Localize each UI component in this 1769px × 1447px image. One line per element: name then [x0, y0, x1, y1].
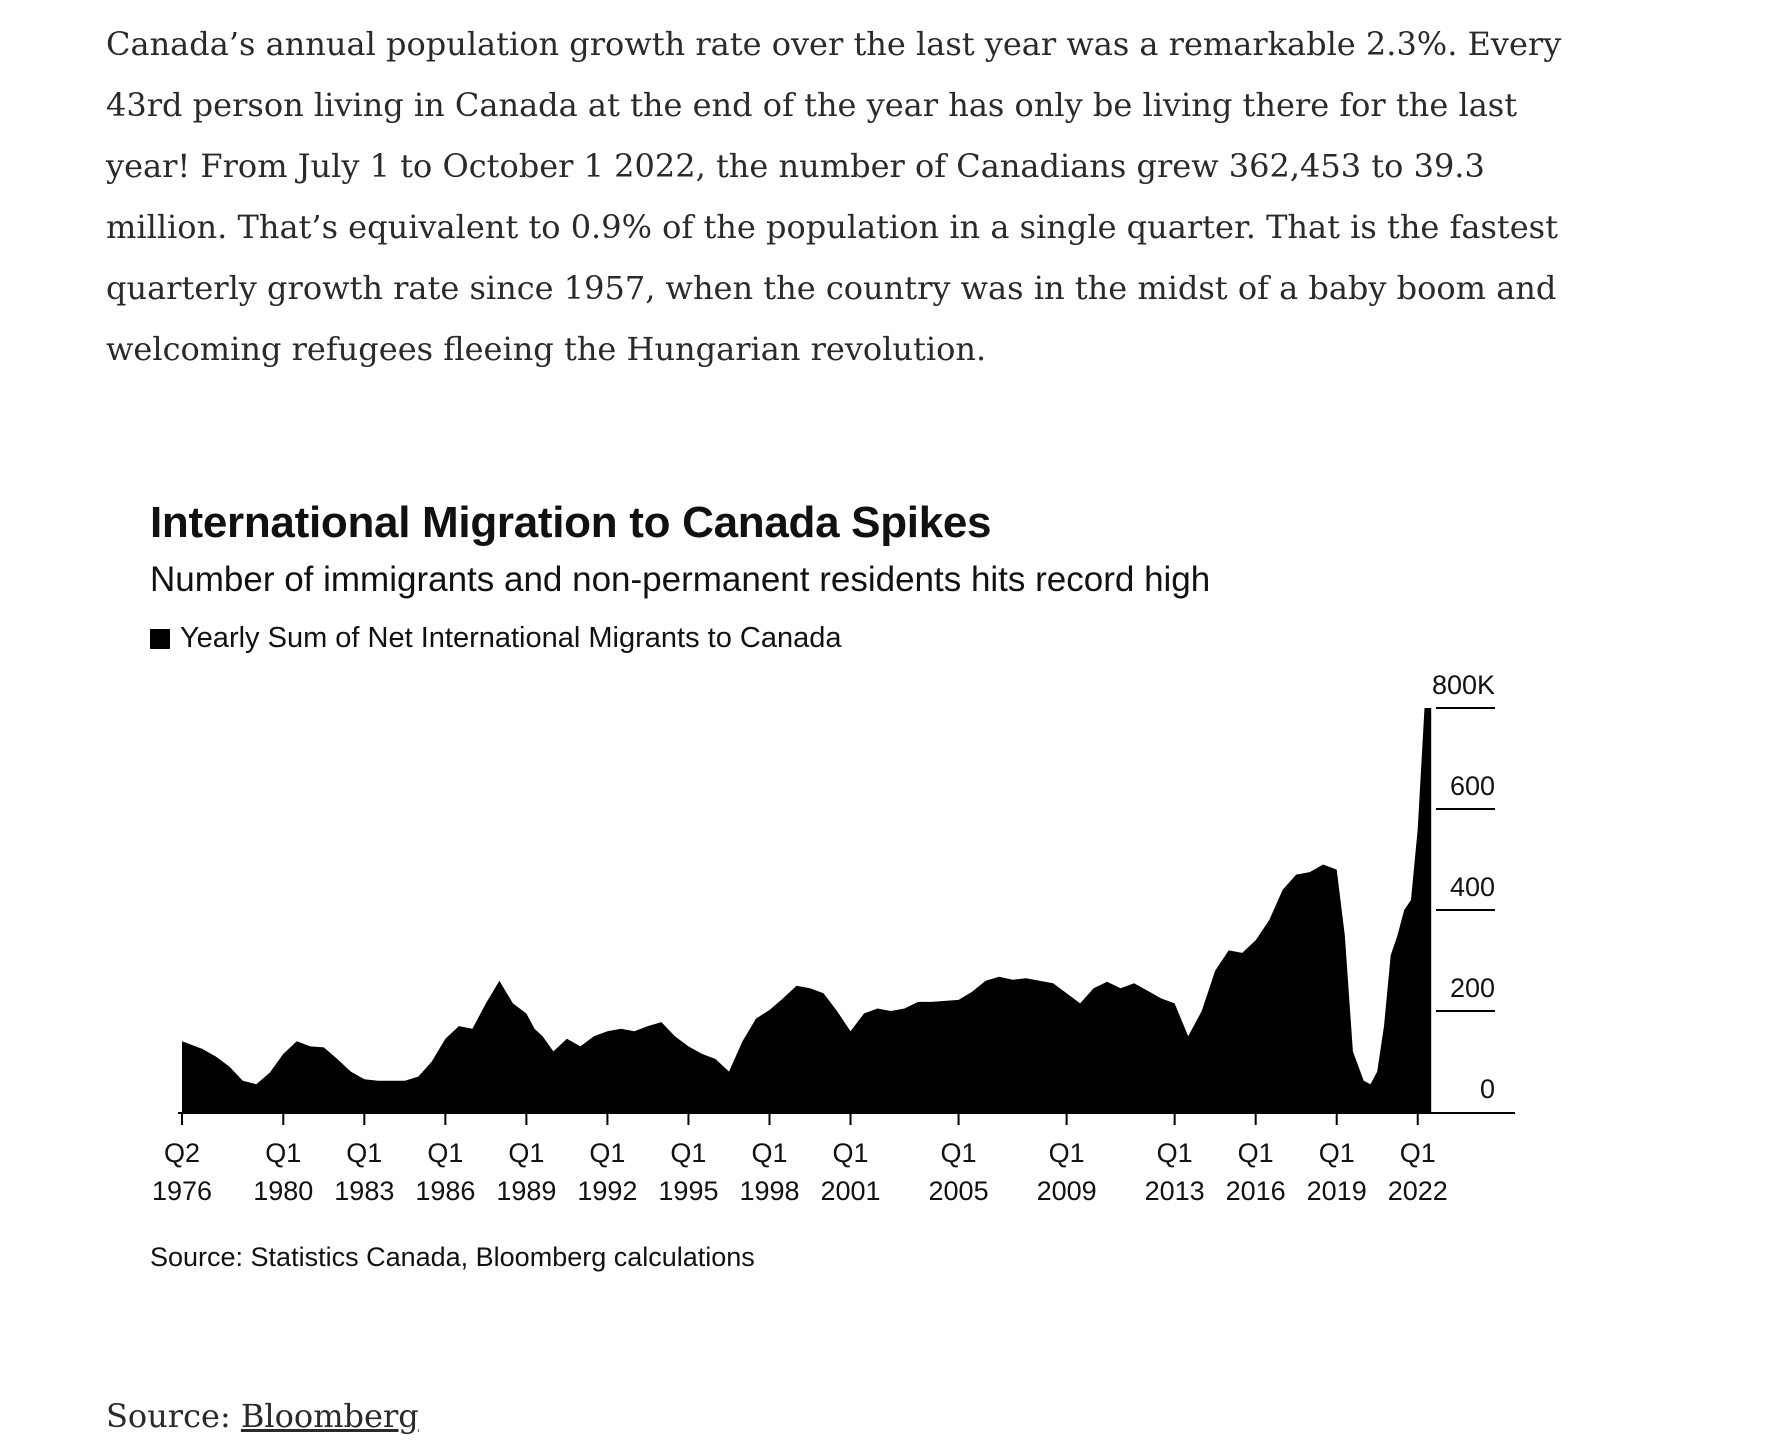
migration-area	[182, 708, 1432, 1112]
x-tick-label-year: 2001	[820, 1176, 880, 1206]
x-tick-label-quarter: Q1	[670, 1138, 706, 1168]
x-tick-label-quarter: Q1	[1400, 1138, 1436, 1168]
chart-source: Source: Statistics Canada, Bloomberg cal…	[150, 1242, 755, 1272]
x-tick-label-quarter: Q1	[833, 1138, 869, 1168]
y-tick-label: 200	[1450, 973, 1495, 1003]
y-axis-ticks: 0 200 400 600 800K	[1432, 670, 1495, 1104]
x-tick-label-quarter: Q1	[1238, 1138, 1274, 1168]
legend: Yearly Sum of Net International Migrants…	[150, 622, 841, 655]
x-tick-label-quarter: Q1	[589, 1138, 625, 1168]
x-tick-label-quarter: Q1	[346, 1138, 382, 1168]
x-tick-label-quarter: Q1	[427, 1138, 463, 1168]
x-tick-label-year: 2005	[929, 1176, 989, 1206]
x-tick-label-quarter: Q1	[265, 1138, 301, 1168]
chart-subtitle: Number of immigrants and non-permanent r…	[150, 560, 1211, 599]
x-tick-label-quarter: Q1	[1049, 1138, 1085, 1168]
x-tick-label-year: 1995	[658, 1176, 718, 1206]
chart-plot: Q2 1976 Q1 1980 Q1 1983 Q1 1986 Q1 1989 Q1 1992 Q1 19…	[152, 670, 1515, 1206]
x-tick-label-year: 1989	[496, 1176, 556, 1206]
article-paragraph: Canada’s annual population growth rate o…	[106, 25, 1562, 368]
x-tick-label-quarter: Q2	[164, 1138, 200, 1168]
x-tick-label-year: 1986	[415, 1176, 475, 1206]
x-tick-label-quarter: Q1	[508, 1138, 544, 1168]
x-axis-ticks: Q2 1976 Q1 1980 Q1 1983 Q1 1986 Q1 1989 Q1 1992 Q1 19…	[152, 1113, 1448, 1206]
x-tick-label-year: 1976	[152, 1176, 212, 1206]
x-tick-label-year: 1992	[577, 1176, 637, 1206]
y-tick-label: 0	[1480, 1074, 1495, 1104]
x-tick-label-quarter: Q1	[941, 1138, 977, 1168]
legend-swatch	[150, 628, 170, 649]
bloomberg-link[interactable]: Bloomberg	[240, 1397, 419, 1435]
x-tick-label-year: 1980	[253, 1176, 313, 1206]
x-tick-label-year: 1983	[334, 1176, 394, 1206]
x-tick-label-year: 2013	[1145, 1176, 1205, 1206]
x-tick-label-quarter: Q1	[751, 1138, 787, 1168]
x-tick-label-year: 2022	[1388, 1176, 1448, 1206]
legend-label: Yearly Sum of Net International Migrants…	[180, 622, 842, 654]
y-tick-label: 400	[1450, 872, 1495, 902]
chart: Q2 1976 Q1 1980 Q1 1983 Q1 1986 Q1 1989 Q1 1992 Q1 19…	[150, 490, 1530, 1290]
chart-title: International Migration to Canada Spikes	[150, 498, 992, 547]
x-tick-label-quarter: Q1	[1157, 1138, 1193, 1168]
x-tick-label-quarter: Q1	[1319, 1138, 1355, 1168]
x-tick-label-year: 2019	[1307, 1176, 1367, 1206]
page-source-prefix: Source:	[106, 1397, 241, 1435]
page-source: Source: Bloomberg	[106, 1397, 419, 1435]
x-tick-label-year: 2016	[1226, 1176, 1286, 1206]
y-tick-label: 800K	[1432, 670, 1495, 700]
x-tick-label-year: 1998	[739, 1176, 799, 1206]
y-tick-label: 600	[1450, 771, 1495, 801]
x-tick-label-year: 2009	[1037, 1176, 1097, 1206]
